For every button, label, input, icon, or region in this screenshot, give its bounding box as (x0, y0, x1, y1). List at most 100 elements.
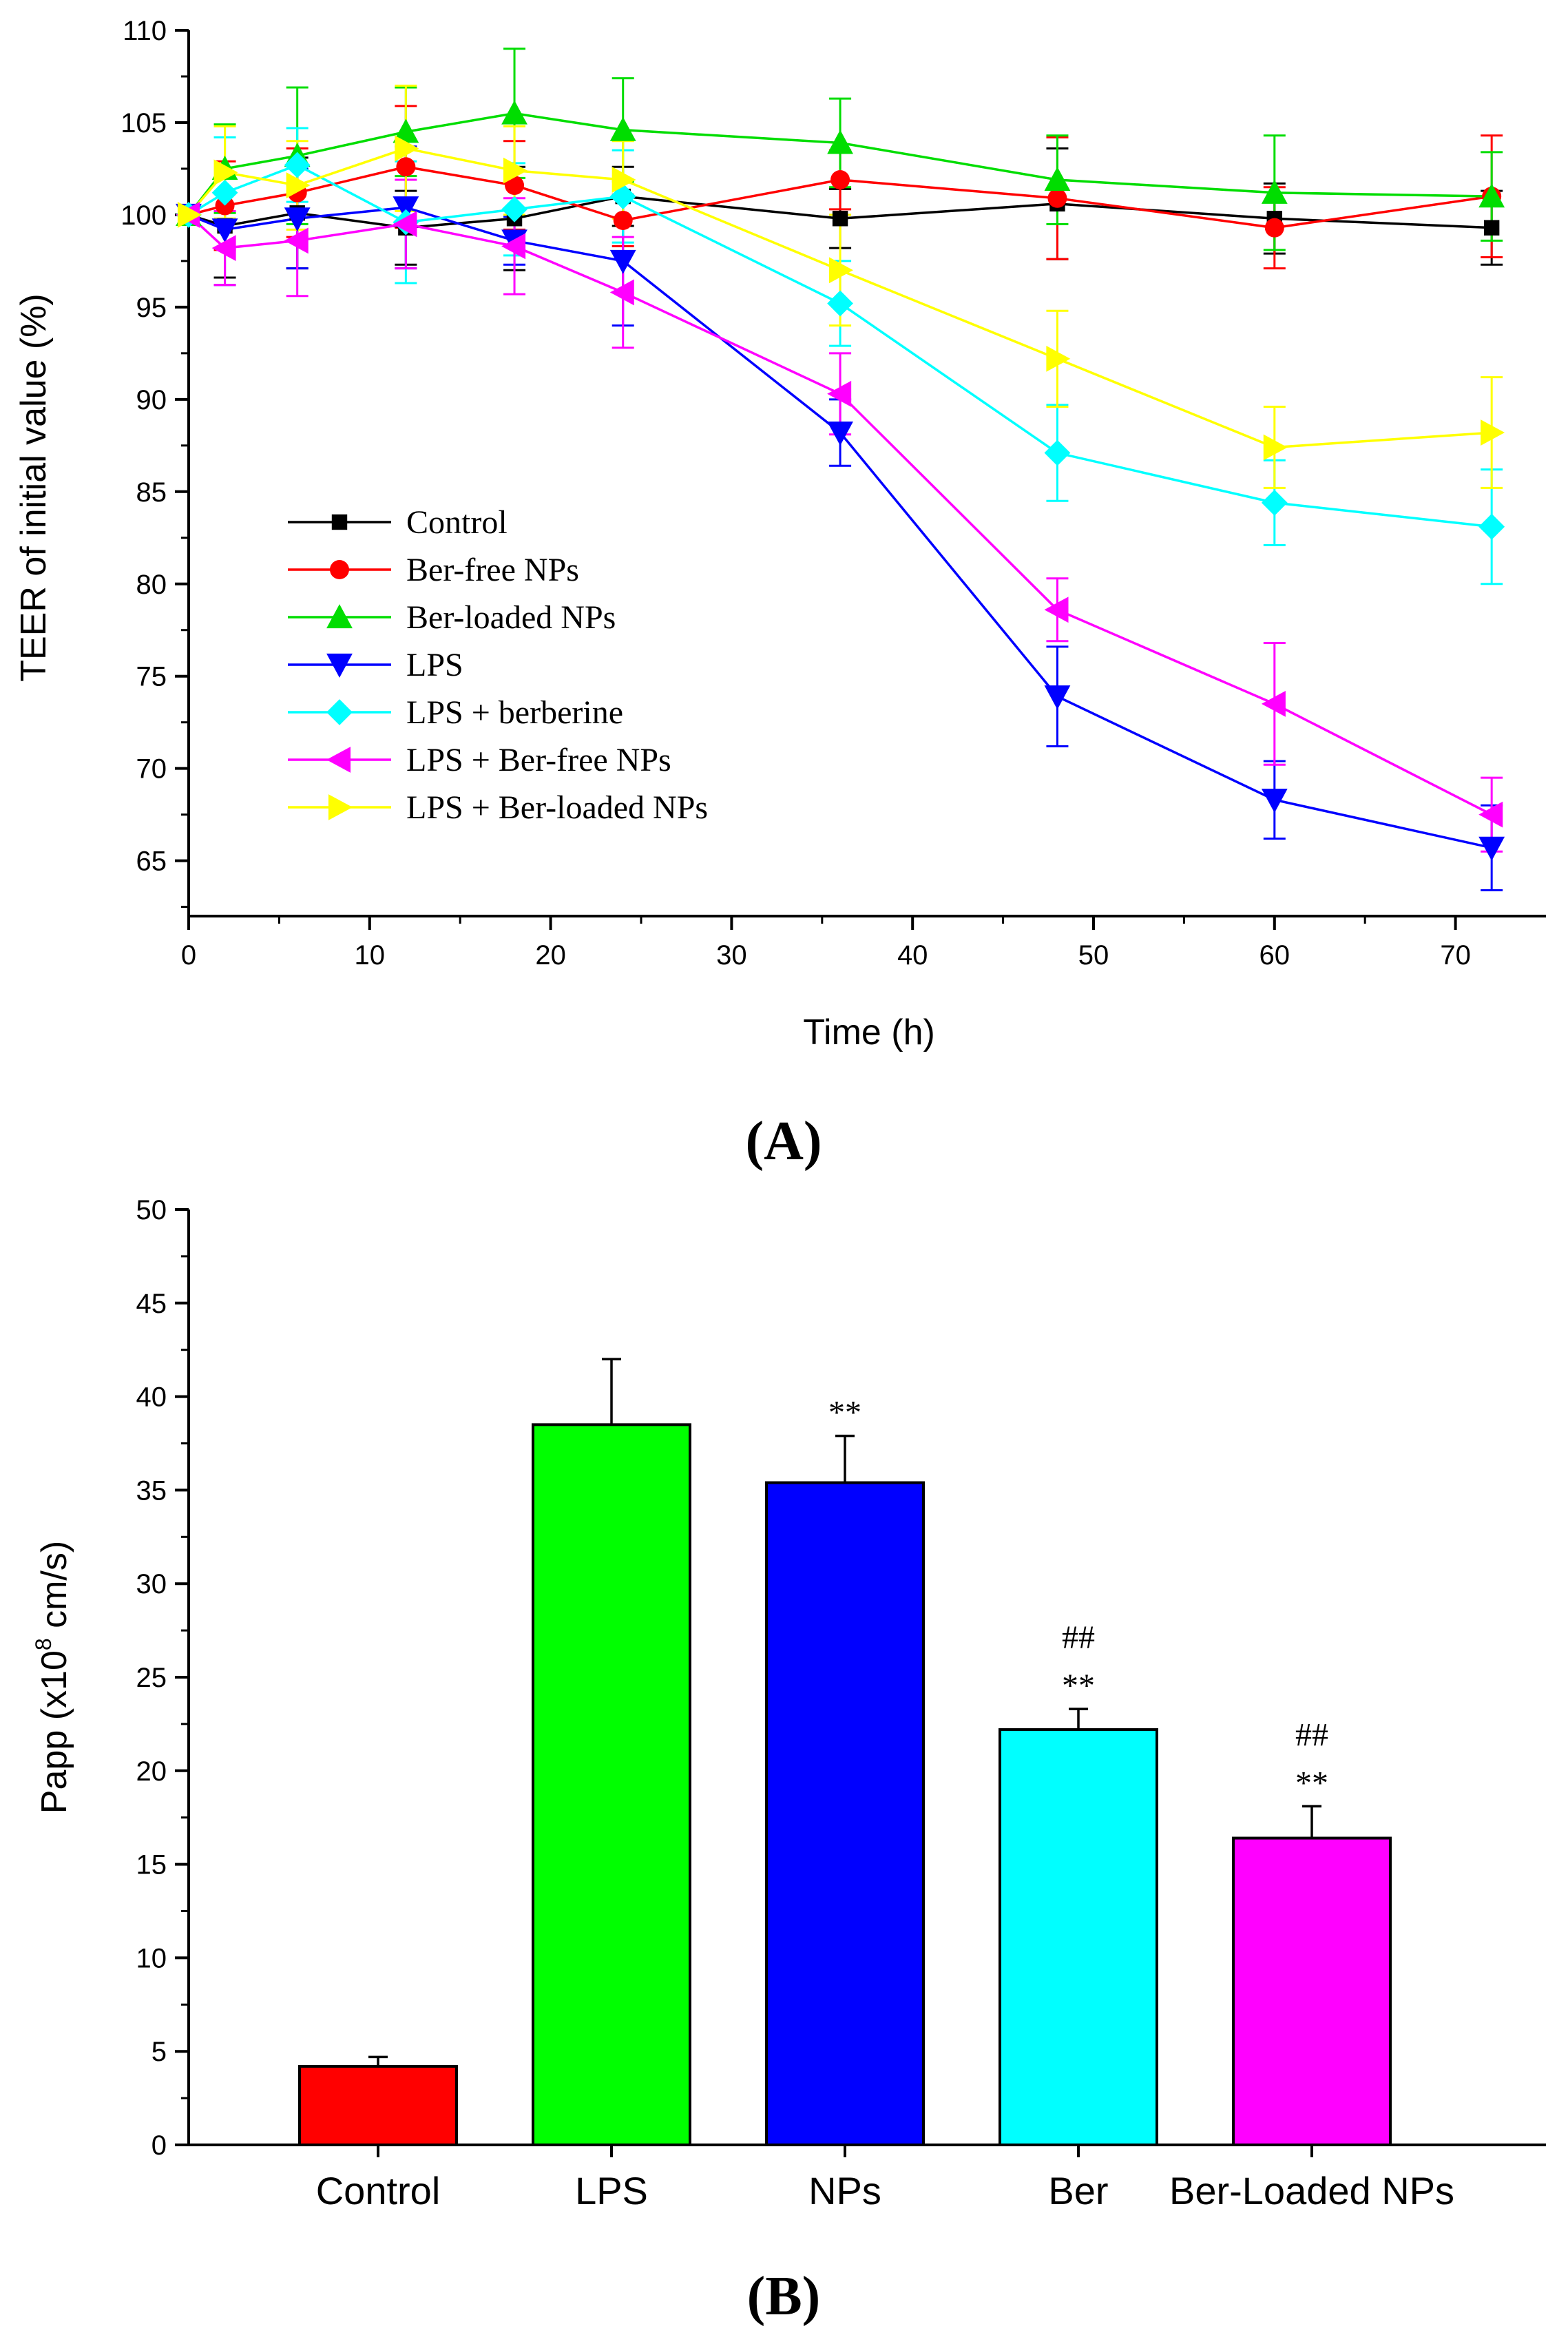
papp-y-tick-label: 5 (151, 2037, 167, 2067)
teer-x-tick-label: 70 (1440, 940, 1471, 971)
teer-point (1044, 685, 1071, 710)
teer-point (284, 152, 311, 178)
teer-x-tick-label: 20 (535, 940, 566, 971)
teer-series-markers (176, 100, 1505, 861)
papp-bar-nps (765, 1481, 925, 2146)
papp-category-label: NPs (808, 2169, 881, 2212)
teer-point (503, 157, 527, 184)
teer-point (211, 235, 236, 262)
teer-x-tick-label: 10 (355, 940, 386, 971)
teer-point (1047, 188, 1067, 208)
legend-label: LPS + Ber-free NPs (406, 742, 671, 778)
teer-point (827, 421, 853, 446)
teer-series-lines (187, 112, 1492, 849)
teer-line-6 (187, 147, 1492, 449)
legend-marker (326, 653, 353, 678)
teer-point (1261, 690, 1286, 717)
teer-point (501, 233, 526, 260)
papp-bar-ber (999, 1728, 1158, 2147)
papp-category-label: Ber (1048, 2169, 1108, 2212)
papp-bars (298, 1423, 1392, 2147)
teer-y-tick-label: 65 (136, 847, 167, 877)
legend-marker (328, 794, 353, 820)
teer-point (1481, 419, 1505, 446)
teer-y-tick-label: 70 (136, 754, 167, 785)
panel-a-label: (A) (745, 1111, 822, 1172)
legend-marker (330, 560, 349, 579)
teer-point (505, 176, 525, 196)
teer-y-tick-label: 105 (121, 108, 167, 138)
teer-y-tick-label: 110 (123, 16, 167, 46)
teer-point (1046, 345, 1071, 372)
teer-line-5 (187, 214, 1492, 816)
legend-marker (326, 747, 351, 773)
teer-point (830, 170, 850, 190)
significance-hashes: ## (1295, 1716, 1328, 1753)
teer-point (829, 257, 853, 284)
papp-y-title-exponent: 8 (31, 1638, 56, 1650)
teer-line-2 (187, 112, 1492, 216)
teer-point (211, 218, 238, 243)
papp-y-tick-label: 45 (136, 1289, 167, 1319)
papp-y-tick-label: 40 (136, 1382, 167, 1413)
teer-y-tick-label: 75 (136, 662, 167, 692)
teer-x-tick-label: 50 (1078, 940, 1109, 971)
teer-x-tick-label: 40 (897, 940, 928, 971)
teer-point (827, 380, 852, 407)
teer-point (1261, 489, 1288, 516)
teer-point (832, 211, 848, 227)
papp-tick-labels: 0 5 10 15 20 25 30 35 40 45 50 Control LPS NPs Ber Ber-… (136, 1195, 1455, 2212)
papp-bar-lps (532, 1423, 691, 2147)
legend-marker (331, 514, 348, 530)
teer-point (177, 202, 202, 228)
teer-line-3 (188, 206, 1492, 849)
teer-line-0 (188, 195, 1492, 229)
teer-x-tick-label: 0 (181, 940, 196, 971)
teer-legend: Control Ber-free NPs Ber-loaded NPs LPS LPS … (288, 504, 708, 826)
teer-point (396, 157, 416, 177)
teer-x-tick-label: 30 (716, 940, 747, 971)
teer-point (827, 290, 853, 317)
teer-x-tick-label: 60 (1259, 940, 1290, 971)
papp-y-tick-label: 10 (136, 1943, 167, 1973)
teer-point (284, 227, 309, 254)
papp-y-axis-title: Papp (x108 cm/s) (31, 1541, 74, 1814)
legend-label: LPS (406, 647, 463, 683)
legend-label: Ber-free NPs (406, 552, 579, 588)
teer-point (501, 196, 527, 222)
teer-point (1483, 220, 1500, 236)
teer-point (501, 100, 527, 125)
legend-label: Ber-loaded NPs (406, 599, 616, 636)
papp-y-tick-label: 20 (136, 1756, 167, 1787)
teer-point (393, 118, 419, 143)
teer-point (1261, 179, 1288, 204)
teer-point (613, 210, 633, 230)
teer-x-axis-title: Time (h) (803, 1013, 935, 1052)
significance-asterisks: ** (1062, 1668, 1095, 1704)
significance-hashes: ## (1062, 1619, 1095, 1656)
teer-point (1478, 183, 1505, 208)
papp-error-bars (368, 1358, 1321, 2066)
teer-y-tick-label: 95 (136, 293, 167, 323)
papp-y-tick-label: 50 (136, 1195, 167, 1225)
teer-point (1478, 836, 1505, 861)
teer-y-tick-label: 80 (136, 570, 167, 600)
teer-line-chart: 0 10 20 30 40 50 60 70 65 70 75 80 85 90 95 100 105 110 T… (14, 16, 1546, 1172)
significance-asterisks: ** (1295, 1765, 1328, 1801)
teer-point (395, 135, 419, 162)
teer-y-tick-label: 85 (136, 477, 167, 508)
teer-point (286, 172, 311, 198)
teer-point (1044, 596, 1069, 623)
papp-category-label: LPS (575, 2169, 648, 2212)
teer-point (611, 167, 636, 193)
legend-label: LPS + berberine (406, 694, 623, 731)
teer-point (1264, 218, 1284, 238)
teer-point (1044, 167, 1071, 191)
legend-marker (326, 699, 353, 725)
papp-bar-chart: 0 5 10 15 20 25 30 35 40 45 50 Control LPS NPs Ber Ber-… (31, 1195, 1546, 2327)
papp-y-tick-label: 35 (136, 1475, 167, 1506)
teer-point (609, 249, 636, 274)
papp-y-title-prefix: Papp (x10 (34, 1650, 74, 1814)
papp-y-tick-label: 15 (136, 1850, 167, 1880)
